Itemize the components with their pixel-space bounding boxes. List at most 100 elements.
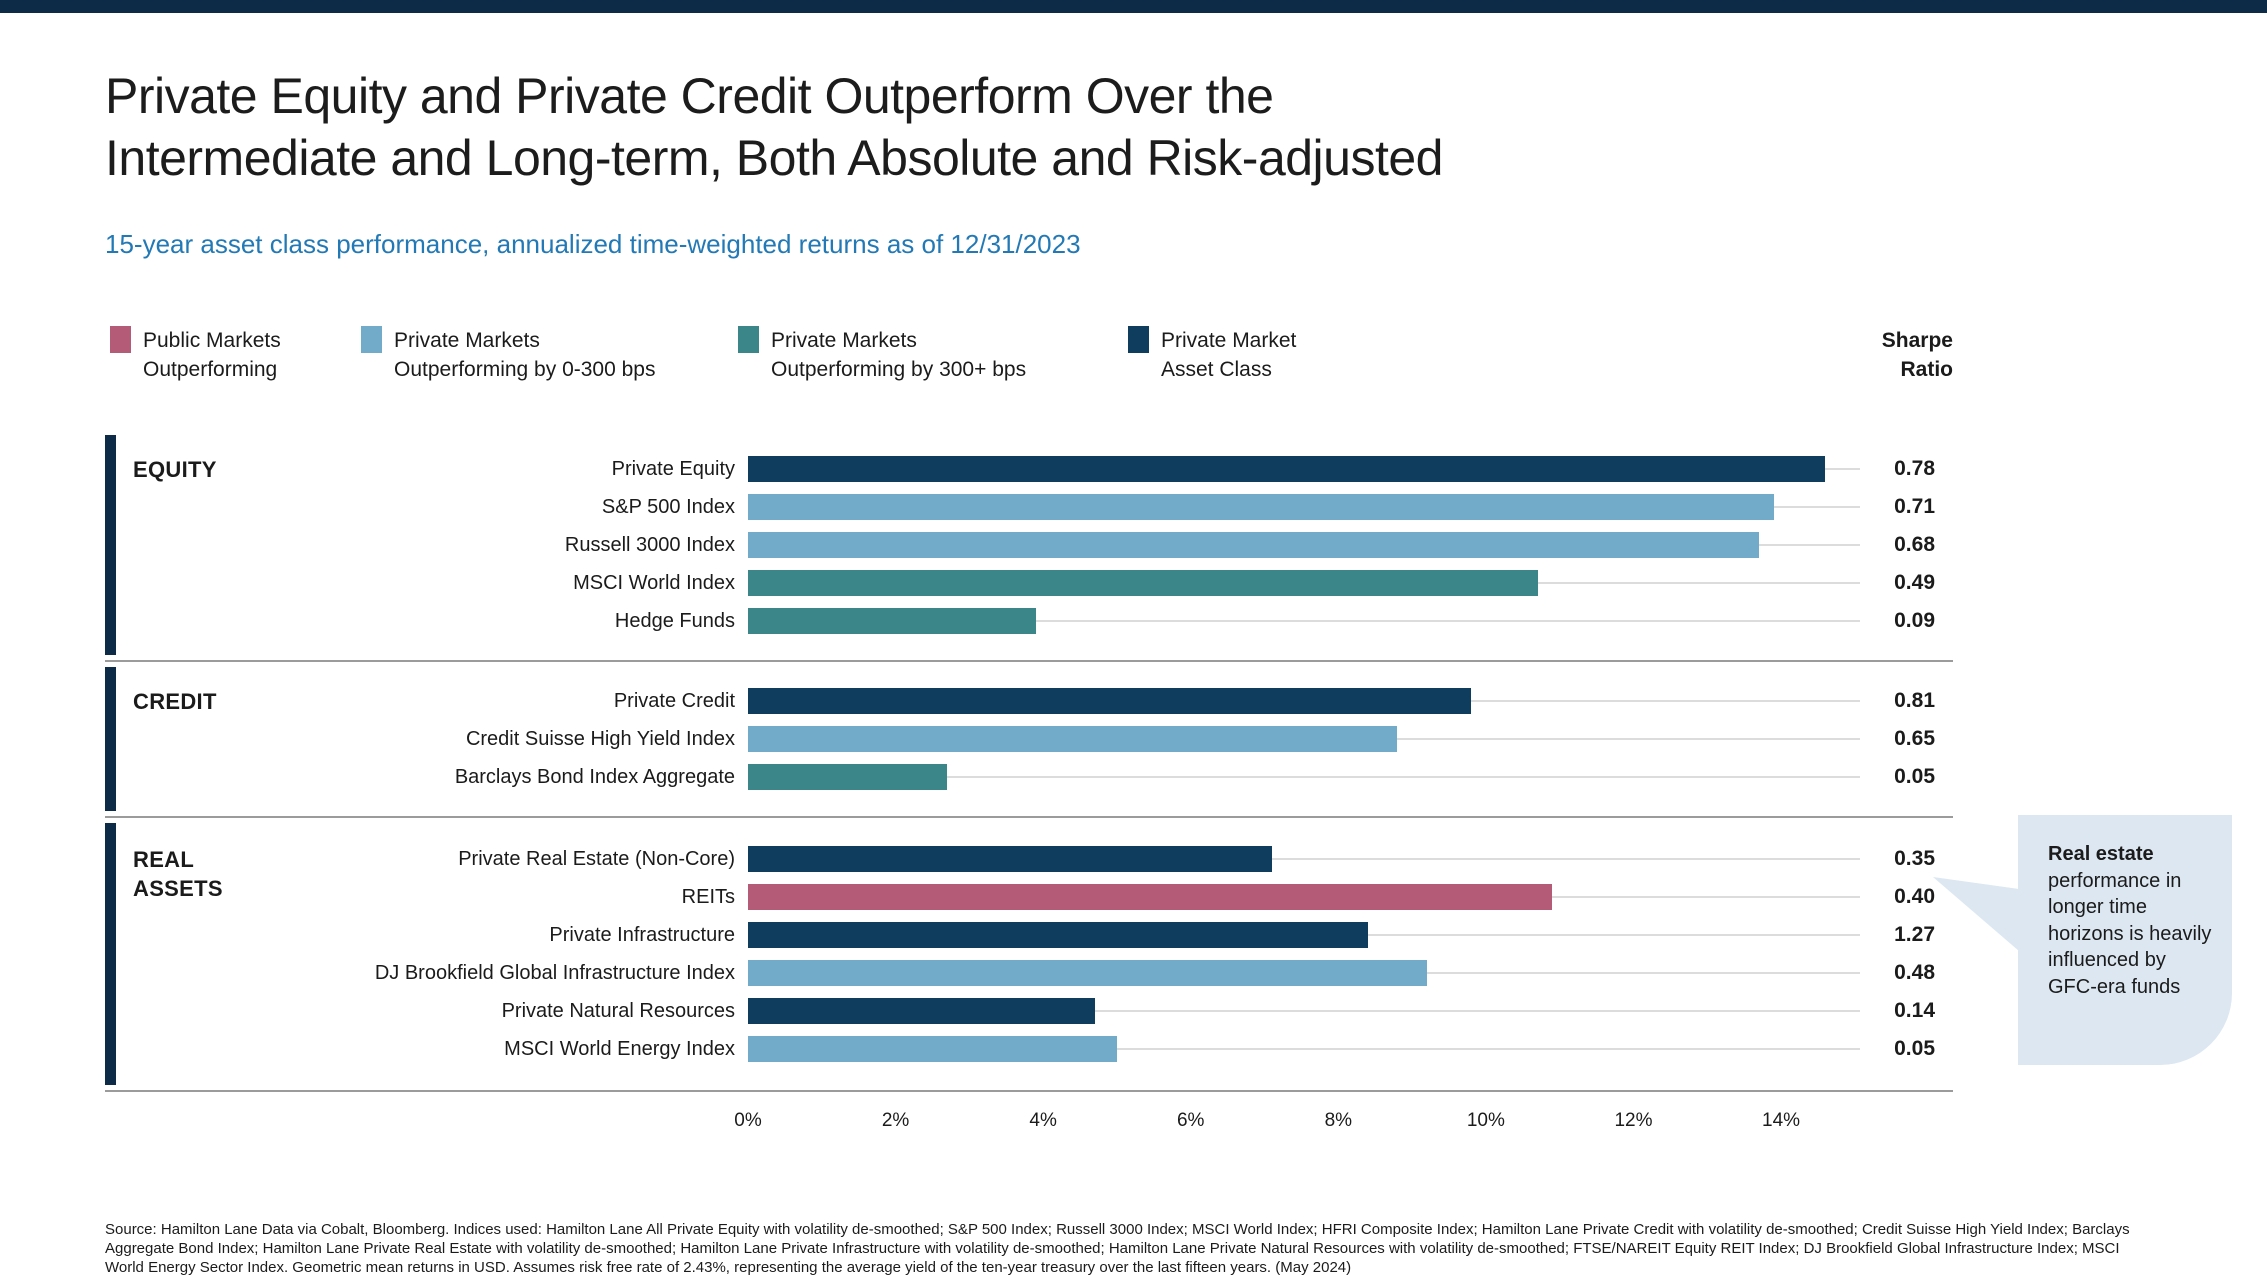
row-label: MSCI World Energy Index (504, 1037, 735, 1060)
chart-row: Private Credit 0.81 (105, 682, 1953, 720)
x-tick-label: 10% (1466, 1110, 1505, 1131)
x-tick-label: 4% (1029, 1110, 1057, 1131)
row-label: Russell 3000 Index (564, 533, 735, 556)
legend-item-label: Private Markets Outperforming by 0-300 b… (394, 329, 656, 381)
bar-chart: EQUITY Private Equity 0.78 S&P 500 Index 0.7… (105, 430, 1953, 1144)
x-tick-label: 0% (734, 1110, 762, 1131)
x-tick-label: 14% (1762, 1110, 1801, 1131)
x-tick-label: 12% (1614, 1110, 1653, 1131)
row-label: S&P 500 Index (601, 495, 735, 518)
chart-row: Barclays Bond Index Aggregate 0.05 (105, 758, 1953, 796)
legend-item-label: Private Markets Outperforming by 300+ bp… (771, 329, 1027, 381)
row-gridline (748, 1010, 1860, 1012)
row-gridline (748, 1048, 1860, 1050)
value-bar (748, 570, 1538, 596)
row-label: Private Equity (611, 457, 735, 480)
value-bar (748, 608, 1036, 634)
value-bar (748, 922, 1368, 948)
legend-item-label: Private Market Asset Class (1161, 329, 1297, 381)
chart-row: REITs 0.40 (105, 878, 1953, 916)
row-plot (748, 1030, 1860, 1068)
row-plot (748, 450, 1860, 488)
top-accent-bar (0, 0, 2267, 13)
sharpe-value: 0.05 (1894, 1037, 1935, 1060)
sharpe-value: 0.78 (1894, 457, 1935, 480)
row-plot (748, 758, 1860, 796)
legend-item-1: Private Market Asset Class (1128, 326, 1296, 384)
legend-swatch-icon (738, 326, 759, 353)
section-marker (105, 667, 116, 811)
section-marker (105, 823, 116, 1085)
value-bar (748, 764, 948, 790)
row-plot (748, 682, 1860, 720)
row-label: REITs (681, 885, 735, 908)
page-subtitle: 15-year asset class performance, annuali… (105, 229, 1081, 259)
chart-row: Private Equity 0.78 (105, 450, 1953, 488)
chart-row: Russell 3000 Index 0.68 (105, 526, 1953, 564)
row-plot (748, 488, 1860, 526)
row-label: MSCI World Index (573, 571, 735, 594)
row-plot (748, 840, 1860, 878)
row-plot (748, 564, 1860, 602)
section-label: EQUITY (133, 457, 217, 482)
value-bar (748, 846, 1272, 872)
title-line-2: Intermediate and Long-term, Both Absolut… (105, 130, 1443, 186)
row-plot (748, 954, 1860, 992)
row-gridline (748, 776, 1860, 778)
row-plot (748, 878, 1860, 916)
sharpe-value: 0.65 (1894, 727, 1935, 750)
sharpe-value: 0.40 (1894, 885, 1935, 908)
x-tick-label: 2% (881, 1110, 910, 1131)
value-bar (748, 960, 1427, 986)
row-plot (748, 992, 1860, 1030)
section-label: CREDIT (133, 689, 217, 714)
chart-row: MSCI World Energy Index 0.05 (105, 1030, 1953, 1068)
value-bar (748, 998, 1095, 1024)
section-label: REAL ASSETS (133, 847, 223, 901)
value-bar (748, 1036, 1117, 1062)
section-real-assets: REAL ASSETS Private Real Estate (Non-Core… (105, 818, 1953, 1092)
sharpe-value: 0.14 (1894, 999, 1935, 1022)
row-label: Private Real Estate (Non-Core) (458, 847, 735, 870)
legend-item-2: Private Markets Outperforming by 300+ bp… (738, 326, 1026, 384)
chart-row: Private Real Estate (Non-Core) 0.35 (105, 840, 1953, 878)
legend-swatch-icon (1128, 326, 1149, 353)
source-footnote: Source: Hamilton Lane Data via Cobalt, B… (105, 1221, 2130, 1275)
sharpe-value: 0.09 (1894, 609, 1935, 632)
sharpe-value: 0.81 (1894, 689, 1935, 712)
real-estate-callout: Real estate performance in longer time h… (1933, 815, 2232, 1065)
sharpe-value: 0.71 (1894, 495, 1935, 518)
sharpe-ratio-column-header: Sharpe Ratio (1881, 329, 1953, 381)
chart-row: Private Infrastructure 1.27 (105, 916, 1953, 954)
legend-item-4: Public Markets Outperforming (110, 326, 281, 384)
legend-swatch-icon (110, 326, 131, 353)
sharpe-value: 0.35 (1894, 847, 1935, 870)
row-plot (748, 720, 1860, 758)
sharpe-value: 0.48 (1894, 961, 1935, 984)
legend: Public Markets Outperforming Private Mark… (105, 326, 1953, 398)
page-title: Private Equity and Private Credit Outper… (105, 65, 2267, 189)
value-bar (748, 688, 1472, 714)
legend-item-3: Private Markets Outperforming by 0-300 b… (361, 326, 655, 384)
value-bar (748, 884, 1553, 910)
chart-row: Hedge Funds 0.09 (105, 602, 1953, 640)
row-gridline (748, 620, 1860, 622)
chart-row: DJ Brookfield Global Infrastructure Inde… (105, 954, 1953, 992)
sharpe-value: 0.05 (1894, 765, 1935, 788)
legend-swatch-icon (361, 326, 382, 353)
x-tick-label: 6% (1176, 1110, 1205, 1131)
value-bar (748, 494, 1774, 520)
row-label: Private Credit (613, 689, 735, 712)
row-plot (748, 526, 1860, 564)
row-label: Private Natural Resources (501, 999, 735, 1022)
chart-row: Private Natural Resources 0.14 (105, 992, 1953, 1030)
callout-text: Real estate performance in longer time h… (2048, 841, 2218, 1000)
x-tick-label: 8% (1324, 1110, 1353, 1131)
section-equity: EQUITY Private Equity 0.78 S&P 500 Index 0.7… (105, 430, 1953, 662)
callout-bold-lead: Real estate (2048, 843, 2154, 865)
row-label: Barclays Bond Index Aggregate (454, 765, 735, 788)
row-label: DJ Brookfield Global Infrastructure Inde… (374, 961, 735, 984)
value-bar (748, 726, 1398, 752)
x-axis-tick-labels: 0% 2% 4% 6% 8% 10% 12% 14% (734, 1104, 1860, 1144)
value-bar (748, 532, 1759, 558)
